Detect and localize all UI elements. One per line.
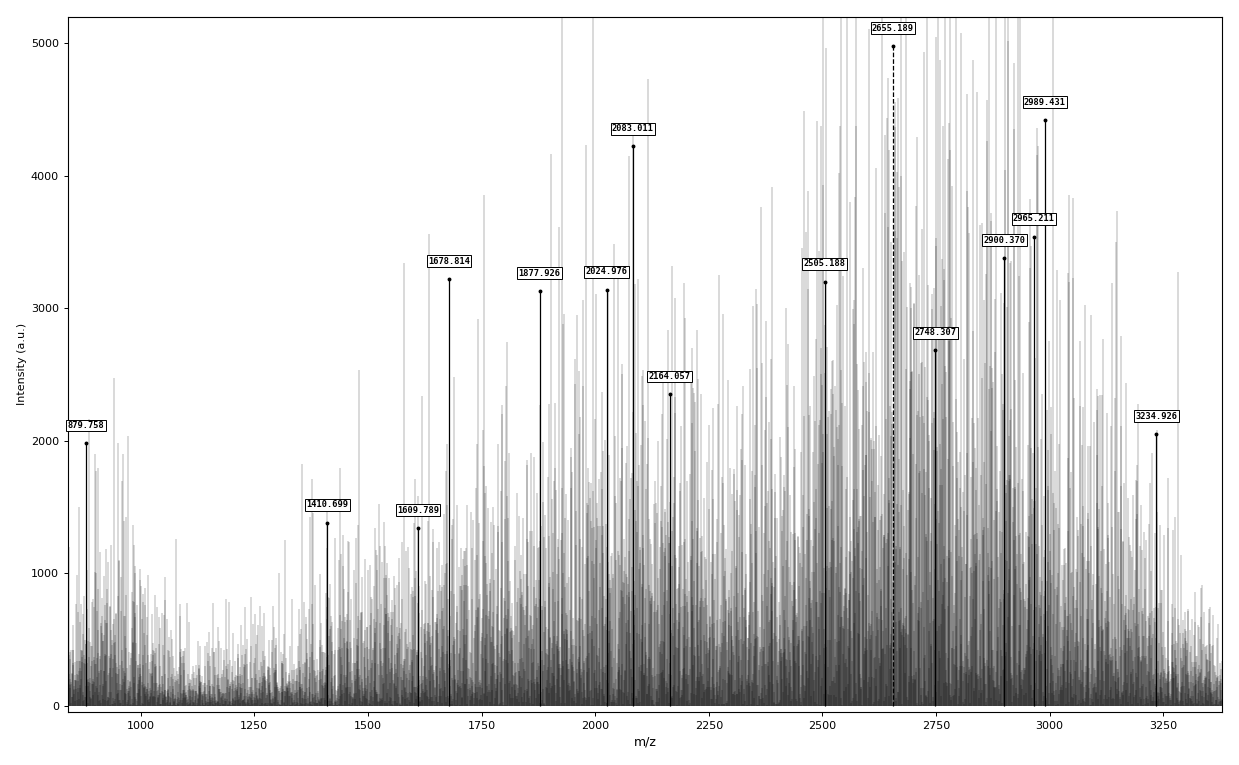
Y-axis label: Intensity (a.u.): Intensity (a.u.): [16, 324, 27, 405]
Text: 2748.307: 2748.307: [914, 328, 957, 337]
Text: 2989.431: 2989.431: [1023, 98, 1066, 107]
Text: 2900.370: 2900.370: [984, 236, 1026, 245]
Text: 2965.211: 2965.211: [1012, 214, 1054, 223]
Text: 879.758: 879.758: [68, 421, 104, 430]
Text: 2083.011: 2083.011: [612, 124, 654, 133]
Text: 3234.926: 3234.926: [1135, 412, 1177, 421]
Text: 2024.976: 2024.976: [586, 267, 627, 276]
Text: 2164.057: 2164.057: [649, 372, 690, 381]
Text: 2655.189: 2655.189: [872, 24, 914, 33]
Text: 1609.789: 1609.789: [396, 506, 439, 515]
Text: 1678.814: 1678.814: [429, 257, 470, 265]
X-axis label: m/z: m/z: [633, 735, 657, 748]
Text: 1877.926: 1877.926: [519, 269, 561, 278]
Text: 2505.188: 2505.188: [804, 259, 846, 269]
Text: 1410.699: 1410.699: [306, 500, 348, 509]
